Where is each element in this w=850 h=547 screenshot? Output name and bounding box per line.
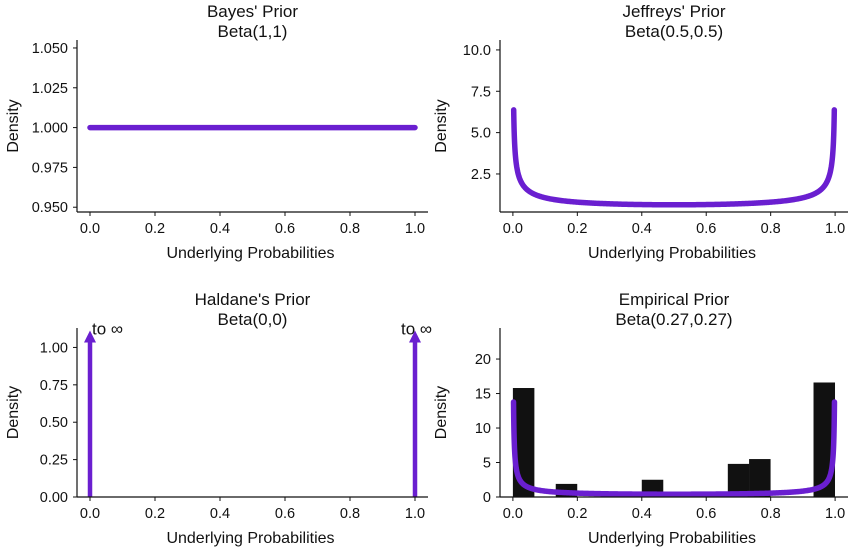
panel-subtitle: Beta(0.27,0.27) bbox=[615, 310, 732, 329]
x-tick-label: 0.4 bbox=[210, 221, 230, 237]
x-tick-label: 0.0 bbox=[80, 221, 100, 237]
panel-subtitle: Beta(1,1) bbox=[218, 22, 288, 41]
y-tick-label: 0 bbox=[483, 490, 491, 506]
y-tick-label: 0.25 bbox=[40, 453, 68, 469]
infinity-label: to ∞ bbox=[401, 319, 432, 338]
x-tick-label: 0.8 bbox=[761, 506, 781, 522]
y-axis-label: Density bbox=[433, 386, 450, 439]
x-axis-label: Underlying Probabilities bbox=[588, 245, 756, 262]
x-tick-label: 0.2 bbox=[567, 506, 587, 522]
x-tick-label: 0.6 bbox=[696, 506, 716, 522]
y-axis-label: Density bbox=[5, 386, 22, 439]
panel-title: Empirical Prior bbox=[619, 290, 730, 309]
x-tick-label: 1.0 bbox=[405, 221, 425, 237]
y-tick-label: 5 bbox=[483, 456, 491, 472]
x-tick-label: 0.0 bbox=[503, 221, 523, 237]
y-axis-label: Density bbox=[5, 99, 22, 152]
x-tick-label: 0.2 bbox=[145, 221, 165, 237]
density-curve bbox=[510, 399, 838, 497]
x-tick-label: 0.4 bbox=[632, 506, 652, 522]
x-tick-label: 1.0 bbox=[825, 221, 845, 237]
y-tick-label: 7.5 bbox=[471, 84, 491, 100]
x-tick-label: 0.8 bbox=[340, 221, 360, 237]
x-tick-label: 0.2 bbox=[567, 221, 587, 237]
x-tick-label: 0.2 bbox=[145, 506, 165, 522]
x-axis-label: Underlying Probabilities bbox=[588, 530, 756, 547]
panel-subtitle: Beta(0.5,0.5) bbox=[625, 22, 723, 41]
x-tick-label: 0.8 bbox=[761, 221, 781, 237]
panel-title: Bayes' Prior bbox=[207, 2, 298, 21]
y-tick-label: 0.975 bbox=[32, 160, 68, 176]
y-tick-label: 1.00 bbox=[40, 340, 68, 356]
histogram-bar bbox=[727, 463, 750, 497]
y-tick-label: 0.50 bbox=[40, 415, 68, 431]
x-axis-label: Underlying Probabilities bbox=[166, 530, 334, 547]
infinity-arrow-head bbox=[84, 330, 96, 343]
y-tick-label: 1.050 bbox=[32, 41, 68, 57]
x-tick-label: 0.6 bbox=[696, 221, 716, 237]
y-tick-label: 0.00 bbox=[40, 490, 68, 506]
y-tick-label: 10 bbox=[475, 421, 491, 437]
y-tick-label: 5.0 bbox=[471, 126, 491, 142]
y-tick-label: 0.950 bbox=[32, 200, 68, 216]
infinity-arrow-head bbox=[409, 330, 421, 343]
y-axis-label: Density bbox=[433, 99, 450, 152]
x-axis-label: Underlying Probabilities bbox=[166, 245, 334, 262]
histogram-bar bbox=[749, 459, 771, 497]
panel-subtitle: Beta(0,0) bbox=[218, 310, 288, 329]
panel-title: Haldane's Prior bbox=[195, 290, 311, 309]
y-tick-label: 0.75 bbox=[40, 378, 68, 394]
x-tick-label: 0.0 bbox=[80, 506, 100, 522]
y-tick-label: 2.5 bbox=[471, 167, 491, 183]
density-curve bbox=[510, 107, 838, 208]
x-tick-label: 0.0 bbox=[503, 506, 523, 522]
panel-title: Jeffreys' Prior bbox=[622, 2, 725, 21]
x-tick-label: 0.4 bbox=[632, 221, 652, 237]
y-tick-label: 15 bbox=[475, 387, 491, 403]
infinity-label: to ∞ bbox=[92, 319, 123, 338]
x-tick-label: 1.0 bbox=[405, 506, 425, 522]
x-tick-label: 1.0 bbox=[825, 506, 845, 522]
y-tick-label: 1.025 bbox=[32, 81, 68, 97]
x-tick-label: 0.4 bbox=[210, 506, 230, 522]
x-tick-label: 0.6 bbox=[275, 506, 295, 522]
x-tick-label: 0.8 bbox=[340, 506, 360, 522]
y-tick-label: 1.000 bbox=[32, 121, 68, 137]
y-tick-label: 10.0 bbox=[463, 43, 491, 59]
y-tick-label: 20 bbox=[475, 352, 491, 368]
x-tick-label: 0.6 bbox=[275, 221, 295, 237]
